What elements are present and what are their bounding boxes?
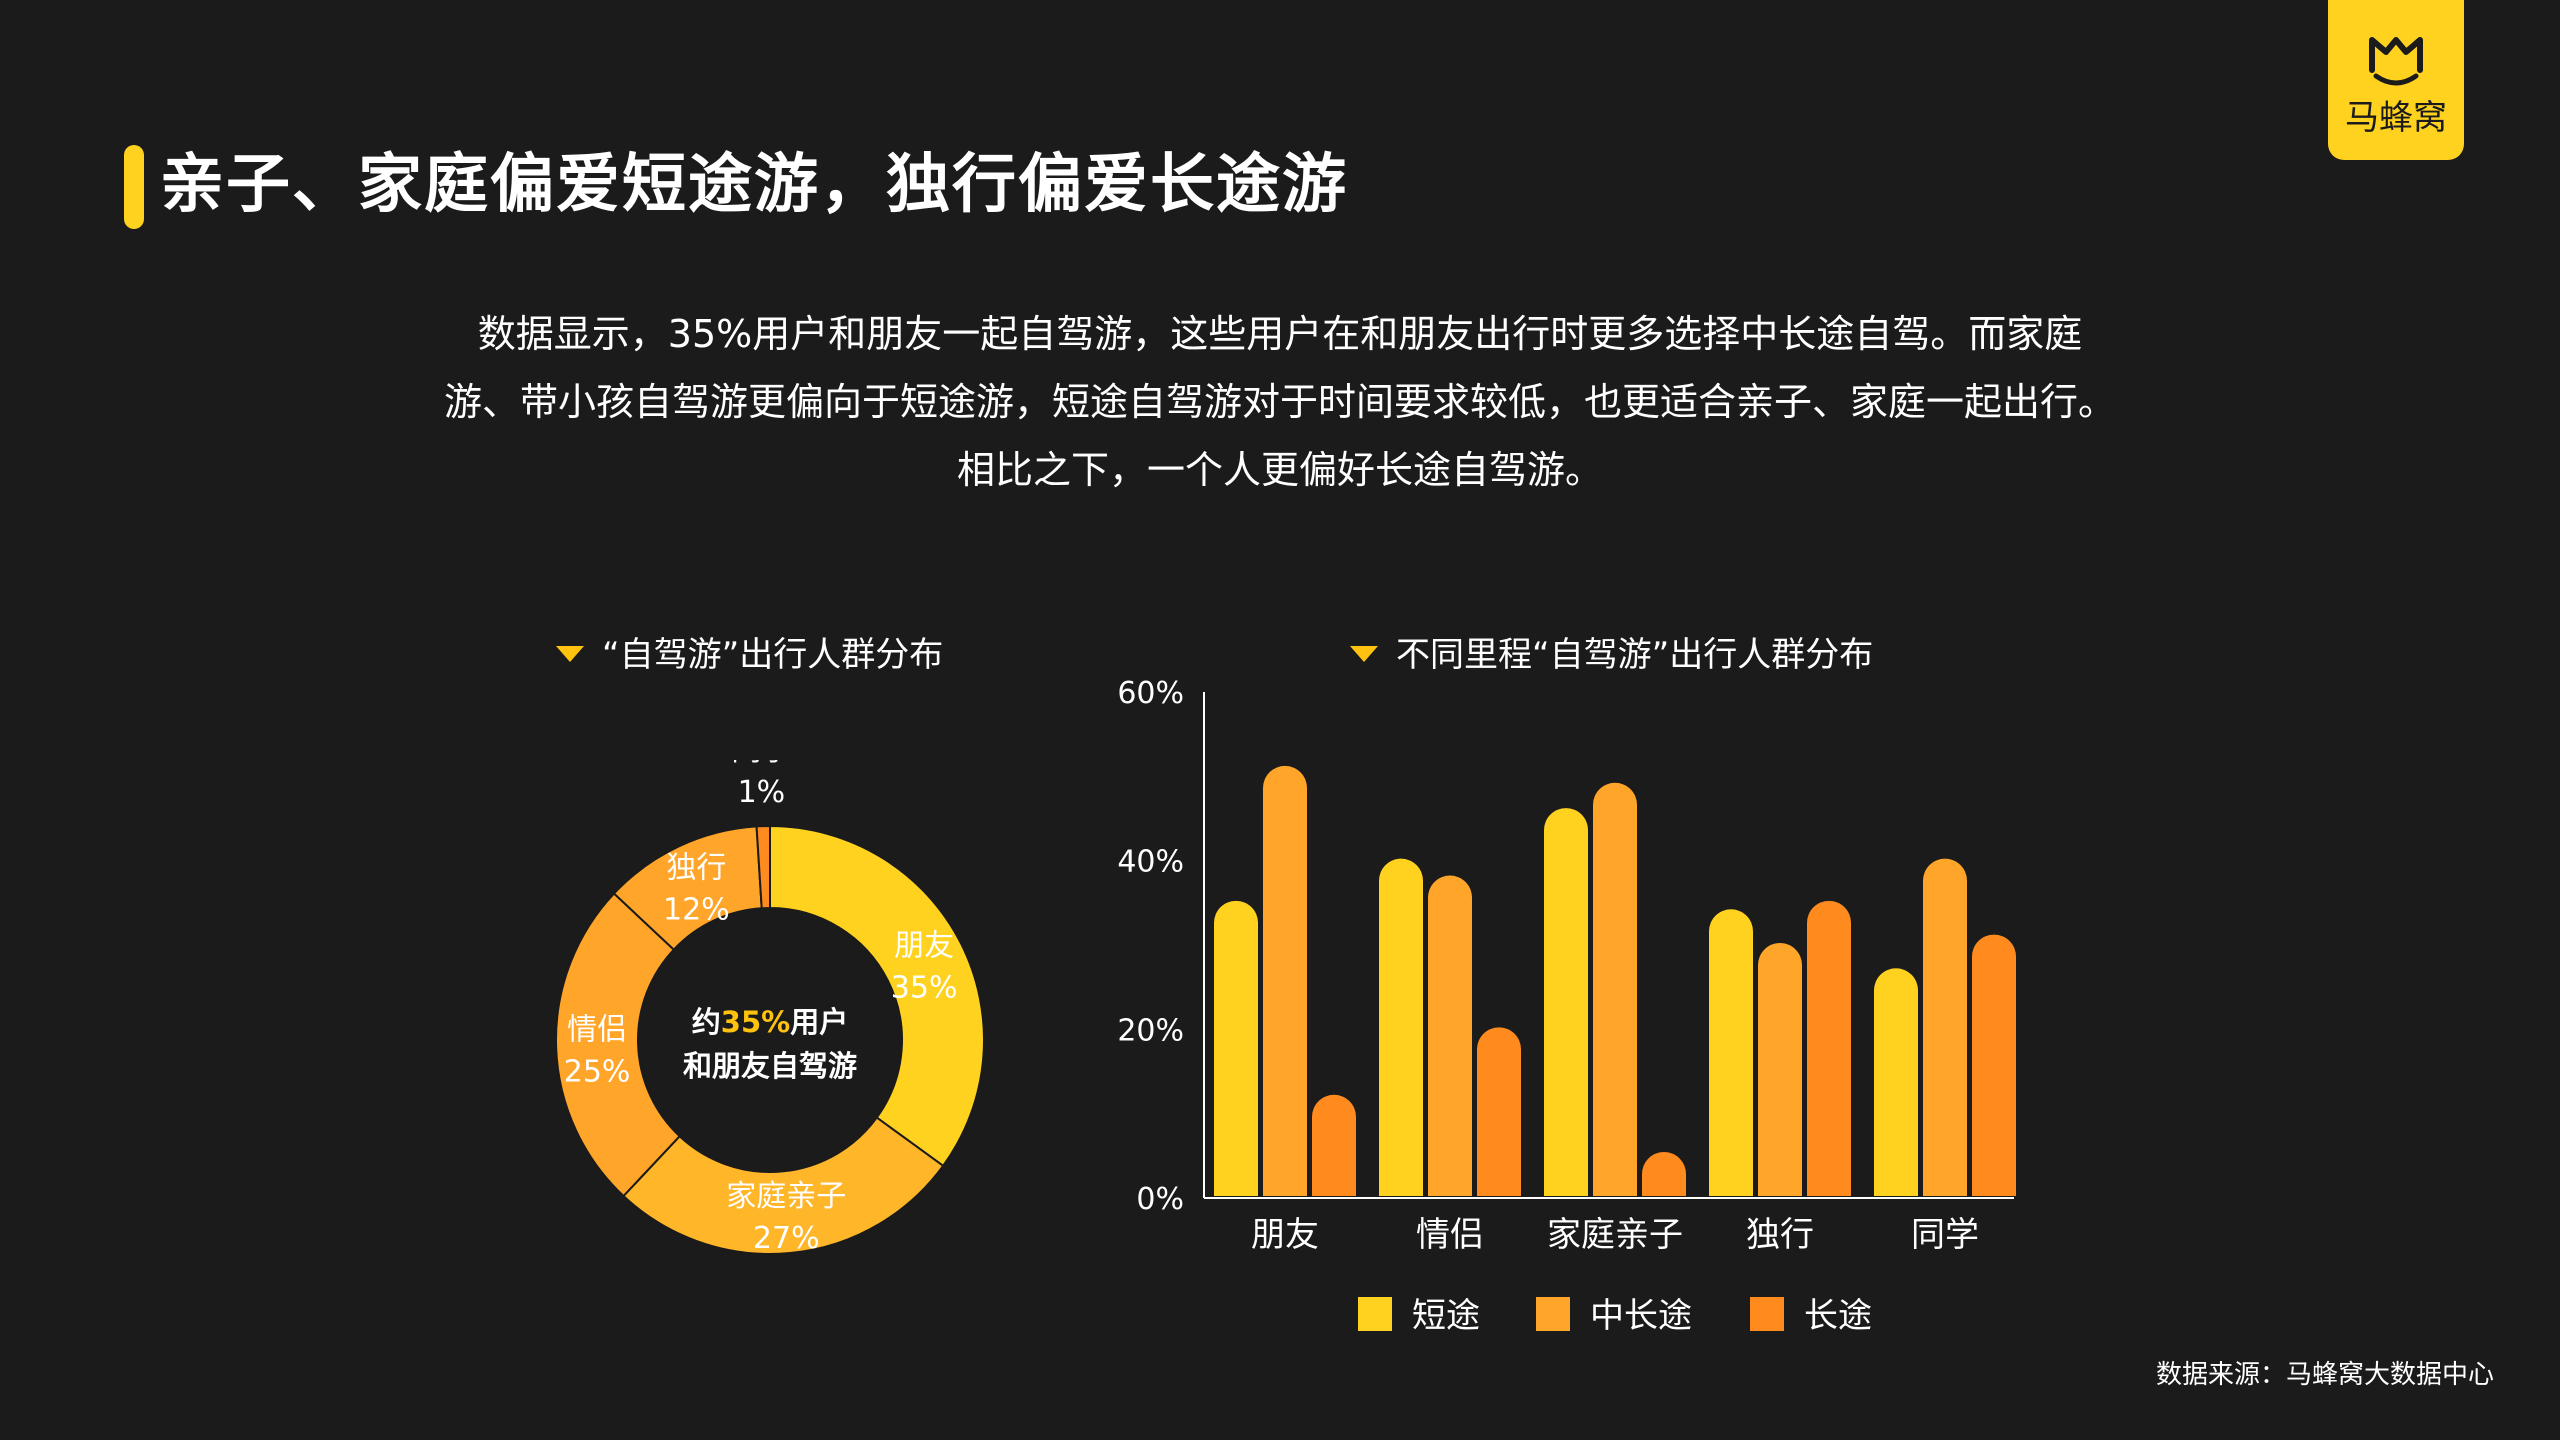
legend-label: 中长途 [1590, 1296, 1692, 1336]
legend-label: 短途 [1412, 1296, 1480, 1336]
bar-base-0-1 [1263, 1174, 1307, 1196]
donut-slice-label: 朋友 [894, 928, 954, 963]
triangle-down-icon [1350, 645, 1378, 662]
bar-4-2 [1972, 934, 2016, 1196]
legend-label: 长途 [1804, 1296, 1872, 1336]
donut-chart-title-text: “自驾游”出行人群分布 [602, 635, 944, 675]
y-tick-label: 40% [1117, 845, 1184, 880]
donut-slice-label: 同学 [731, 760, 791, 768]
bar-1-1 [1428, 875, 1472, 1196]
donut-center-suffix: 用户 [790, 1005, 848, 1039]
y-tick-label: 20% [1117, 1013, 1184, 1048]
bar-4-0 [1874, 968, 1918, 1196]
triangle-down-icon [556, 645, 584, 662]
data-source: 数据来源：马蜂窝大数据中心 [2155, 1360, 2494, 1390]
legend-swatch-1 [1536, 1297, 1570, 1331]
bar-base-1-2 [1477, 1174, 1521, 1196]
mafengwo-m-icon [2369, 37, 2423, 86]
donut-slice-value: 25% [564, 1054, 631, 1089]
bar-base-3-2 [1807, 1174, 1851, 1196]
title-accent-bar [124, 145, 144, 229]
donut-slice-label: 独行 [666, 850, 726, 885]
bar-chart: 0% 20% 40% 60% 朋友 情侣 家庭亲子 独行 同学 短途 中长途 长途 [1117, 676, 2016, 1336]
bar-4-1 [1923, 858, 1967, 1196]
bar-chart-title: 不同里程“自驾游”出行人群分布 [1350, 630, 1873, 680]
description-line-1: 数据显示，35%用户和朋友一起自驾游，这些用户在和朋友出行时更多选择中长途自驾。… [477, 312, 2083, 356]
bar-base-2-0 [1544, 1174, 1588, 1196]
donut-slice-value: 27% [753, 1221, 820, 1256]
bar-base-1-1 [1428, 1174, 1472, 1196]
bar-base-2-1 [1593, 1174, 1637, 1196]
legend-swatch-2 [1750, 1297, 1784, 1331]
bar-base-3-0 [1709, 1174, 1753, 1196]
bar-3-0 [1709, 909, 1753, 1196]
bar-base-0-2 [1312, 1174, 1356, 1196]
bar-3-2 [1807, 900, 1851, 1196]
donut-center-text-line-2: 和朋友自驾游 [683, 1049, 857, 1083]
x-tick-label: 独行 [1746, 1215, 1814, 1255]
donut-slice-0 [769, 824, 985, 1168]
x-tick-label: 家庭亲子 [1547, 1215, 1683, 1255]
bar-0-2 [1312, 1094, 1356, 1196]
description: 数据显示，35%用户和朋友一起自驾游，这些用户在和朋友出行时更多选择中长途自驾。… [340, 300, 2220, 504]
bar-base-2-2 [1642, 1174, 1686, 1196]
bar-0-0 [1214, 900, 1258, 1196]
description-line-3: 相比之下，一个人更偏好长途自驾游。 [956, 448, 1603, 492]
donut-slice-label: 情侣 [567, 1012, 627, 1047]
x-tick-label: 同学 [1911, 1215, 1979, 1255]
bar-base-4-2 [1972, 1174, 2016, 1196]
y-tick-label: 60% [1117, 676, 1184, 711]
donut-chart-title: “自驾游”出行人群分布 [556, 630, 943, 680]
bar-1-0 [1379, 858, 1423, 1196]
bar-base-3-1 [1758, 1174, 1802, 1196]
bar-base-4-0 [1874, 1174, 1918, 1196]
donut-slice-value: 1% [738, 775, 786, 810]
donut-slice-2 [555, 892, 682, 1198]
bar-0-1 [1263, 765, 1307, 1196]
donut-slice-value: 35% [891, 970, 958, 1005]
page-title: 亲子、家庭偏爱短途游，独行偏爱长途游 [160, 148, 1348, 222]
donut-slice-4 [755, 824, 771, 910]
bar-2-1 [1593, 782, 1637, 1196]
donut-center-text-line-1: 约35%用户 [692, 1005, 848, 1039]
bar-base-0-0 [1214, 1174, 1258, 1196]
mafengwo-logo: 马蜂窝 [2328, 0, 2464, 160]
donut-slice-value: 12% [663, 892, 730, 927]
legend-swatch-0 [1358, 1297, 1392, 1331]
bar-base-1-0 [1379, 1174, 1423, 1196]
donut-slice-1 [622, 1116, 945, 1255]
bar-chart-title-text: 不同里程“自驾游”出行人群分布 [1396, 635, 1874, 675]
bar-base-4-1 [1923, 1174, 1967, 1196]
bar-1-2 [1477, 1027, 1521, 1196]
donut-center-prefix: 约 [692, 1005, 721, 1039]
x-tick-label: 情侣 [1416, 1215, 1484, 1255]
bar-3-1 [1758, 943, 1802, 1196]
logo-text: 马蜂窝 [2345, 98, 2447, 138]
y-tick-label: 0% [1136, 1182, 1184, 1217]
donut-center-highlight: 35% [721, 1005, 790, 1039]
donut-slice-label: 家庭亲子 [726, 1179, 846, 1214]
x-tick-label: 朋友 [1251, 1215, 1319, 1255]
bar-2-0 [1544, 808, 1588, 1196]
description-line-2: 游、带小孩自驾游更偏向于短途游，短途自驾游对于时间要求较低，也更适合亲子、家庭一… [443, 380, 2116, 424]
